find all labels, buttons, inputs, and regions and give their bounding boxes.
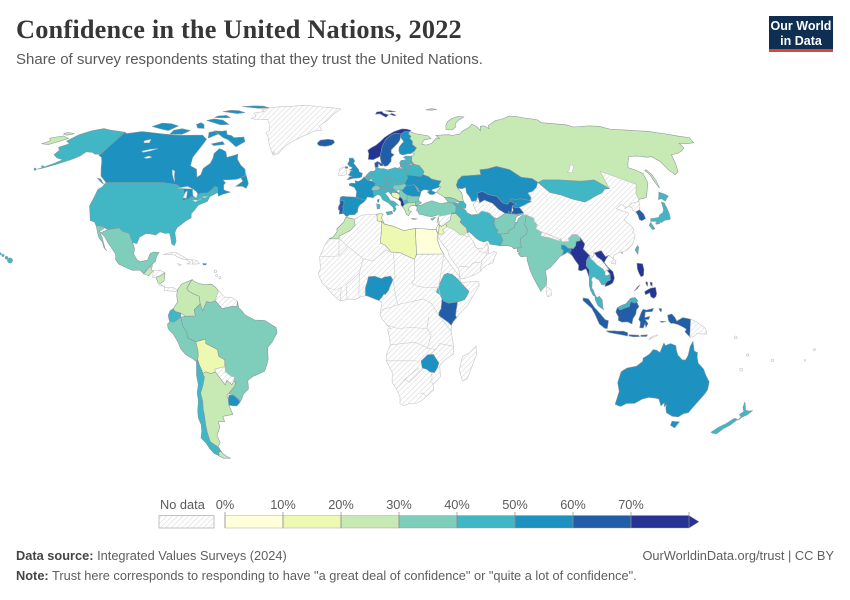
- svg-text:30%: 30%: [386, 497, 412, 512]
- svg-text:60%: 60%: [560, 497, 586, 512]
- svg-text:20%: 20%: [328, 497, 354, 512]
- svg-text:50%: 50%: [502, 497, 528, 512]
- svg-text:0%: 0%: [216, 497, 235, 512]
- svg-text:No data: No data: [160, 497, 206, 512]
- svg-text:40%: 40%: [444, 497, 470, 512]
- svg-text:10%: 10%: [270, 497, 296, 512]
- svg-text:70%: 70%: [618, 497, 644, 512]
